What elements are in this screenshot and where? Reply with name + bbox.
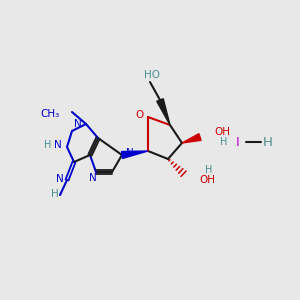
Text: N: N bbox=[89, 173, 97, 183]
Text: H: H bbox=[51, 189, 59, 199]
Text: H: H bbox=[44, 140, 52, 150]
Polygon shape bbox=[157, 99, 170, 125]
Text: N: N bbox=[126, 148, 134, 158]
Text: H: H bbox=[263, 136, 273, 148]
Text: I: I bbox=[236, 136, 240, 148]
Text: CH₃: CH₃ bbox=[41, 109, 60, 119]
Text: H: H bbox=[220, 137, 227, 147]
Text: OH: OH bbox=[199, 175, 215, 185]
Text: OH: OH bbox=[214, 127, 230, 137]
Polygon shape bbox=[182, 134, 201, 143]
Text: H: H bbox=[205, 165, 212, 175]
Text: N: N bbox=[56, 174, 64, 184]
Text: HO: HO bbox=[144, 70, 160, 80]
Text: O: O bbox=[136, 110, 144, 120]
Polygon shape bbox=[122, 151, 148, 158]
Text: N: N bbox=[54, 140, 62, 150]
Text: N: N bbox=[74, 119, 82, 129]
